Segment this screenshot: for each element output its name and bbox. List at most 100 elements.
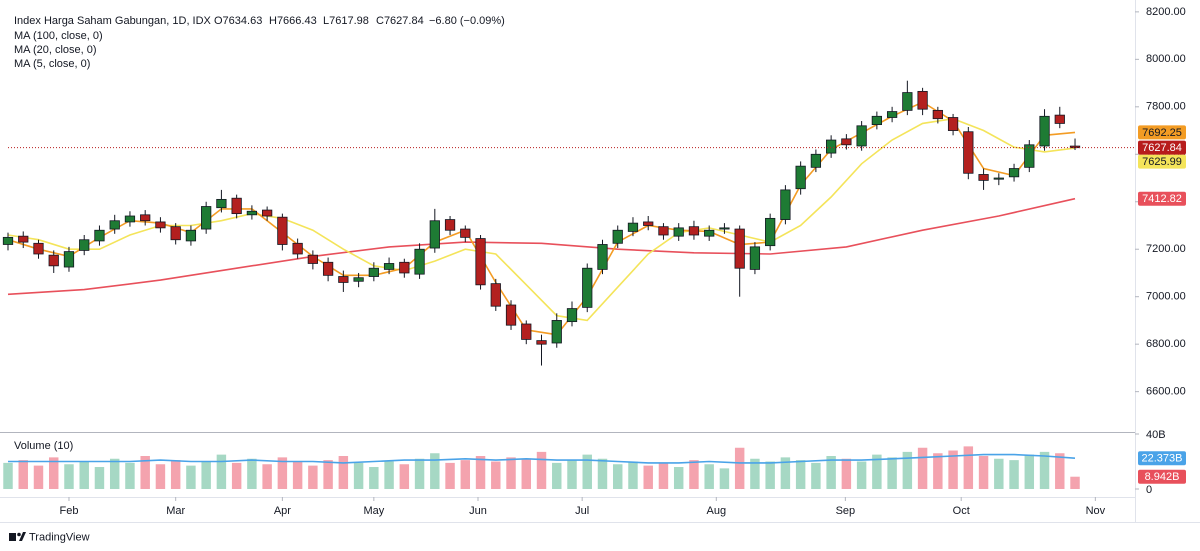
- volume-bar: [902, 451, 913, 489]
- y-tick-label: 7800.00: [1146, 101, 1186, 113]
- candle-body: [475, 238, 486, 286]
- volume-bar: [582, 454, 592, 489]
- volume-bar: [689, 460, 699, 489]
- candle-body: [383, 263, 395, 270]
- volume-bar: [673, 467, 684, 489]
- x-tick-label: Sep: [836, 505, 856, 517]
- x-tick-label: Jun: [469, 505, 487, 517]
- volume-bar: [262, 464, 272, 489]
- volume-bar: [3, 462, 13, 489]
- candle-body: [48, 254, 59, 267]
- candle-body: [932, 109, 943, 120]
- volume-bar: [948, 450, 958, 489]
- ohlc-high: H7666.43: [269, 15, 317, 27]
- candle-body: [185, 229, 197, 242]
- volume-bar: [460, 460, 471, 489]
- candle-body: [521, 323, 532, 340]
- candle-body: [810, 153, 822, 168]
- price-tag: [1138, 140, 1186, 155]
- volume-bar: [841, 458, 852, 489]
- volume-bar: [978, 456, 989, 489]
- candle-body: [505, 304, 517, 326]
- volume-bar: [567, 460, 577, 489]
- volume-bar: [247, 458, 257, 489]
- volume-bar: [277, 457, 288, 489]
- volume-bar: [308, 465, 318, 489]
- candle-body: [414, 248, 425, 275]
- volume-bar: [704, 464, 714, 489]
- candle-body: [536, 340, 547, 345]
- candle-body: [688, 226, 700, 236]
- price-tag: [1138, 191, 1186, 206]
- legend-entry: MA (5, close, 0): [14, 58, 90, 70]
- volume-bar: [186, 465, 196, 489]
- candle-body: [749, 246, 761, 270]
- volume-bar: [79, 461, 89, 489]
- candle-body: [231, 197, 242, 215]
- candle-body: [79, 239, 90, 251]
- candle-body: [826, 139, 837, 154]
- volume-bar: [613, 464, 623, 489]
- volume-bar: [628, 461, 638, 489]
- candle-body: [170, 226, 181, 241]
- volume-bar: [994, 458, 1004, 489]
- x-tick-label: Feb: [59, 505, 78, 517]
- candle-body: [597, 244, 608, 270]
- volume-bar: [323, 460, 333, 489]
- candle-body: [765, 217, 776, 247]
- volume-bar: [18, 460, 28, 489]
- volume-bar: [430, 453, 440, 489]
- candle-body: [109, 220, 120, 230]
- candle-body: [94, 229, 105, 242]
- candle-body: [18, 235, 29, 243]
- candle-body: [368, 267, 379, 277]
- y-tick-label: 6600.00: [1146, 386, 1186, 398]
- logo-part: [9, 533, 16, 541]
- x-tick-label: May: [363, 505, 384, 517]
- volume-bar: [658, 462, 669, 489]
- volume-bar: [719, 468, 730, 489]
- candle-body: [917, 90, 928, 110]
- candle-body: [292, 242, 303, 255]
- candle-body: [734, 228, 745, 269]
- candle-body: [201, 206, 212, 230]
- volume-bar: [64, 464, 74, 489]
- y-tick-label: 8200.00: [1146, 6, 1186, 18]
- volume-bar: [734, 447, 745, 489]
- candle-body: [947, 117, 959, 131]
- volume-tag-label: 22.373B: [1142, 453, 1183, 465]
- volume-bar: [109, 458, 120, 489]
- y-tick-label: 0: [1146, 484, 1152, 496]
- volume-bar: [795, 460, 806, 489]
- volume-bar: [856, 461, 867, 489]
- volume-bar: [521, 458, 531, 489]
- y-tick-label: 7000.00: [1146, 291, 1186, 303]
- y-tick-label: 8000.00: [1146, 53, 1186, 65]
- candle-body: [399, 261, 410, 274]
- candle-body: [1024, 144, 1035, 168]
- volume-bar: [231, 462, 242, 489]
- volume-bar: [1039, 451, 1050, 489]
- candle-body: [140, 214, 151, 222]
- ma-line: [7, 197, 1076, 296]
- candle-body: [353, 277, 364, 282]
- candle-body: [612, 229, 623, 244]
- candle-body: [2, 236, 14, 245]
- candle-body: [307, 254, 318, 264]
- volume-bar: [491, 461, 501, 489]
- x-tick-label: Oct: [953, 505, 970, 517]
- candle-body: [460, 228, 471, 238]
- change: −6.80 (−0.09%): [429, 15, 505, 27]
- volume-bar: [643, 465, 653, 489]
- price-tag: [1138, 125, 1186, 140]
- volume-bar: [963, 446, 974, 489]
- volume-bar: [1024, 454, 1035, 489]
- candle-body: [429, 220, 440, 249]
- candle-body: [490, 283, 501, 307]
- candle-body: [886, 111, 898, 118]
- volume-bar: [369, 467, 379, 489]
- volume-bar: [552, 462, 562, 489]
- candle-body: [155, 221, 166, 229]
- price-tag: [1138, 154, 1186, 169]
- volume-bar: [765, 461, 775, 489]
